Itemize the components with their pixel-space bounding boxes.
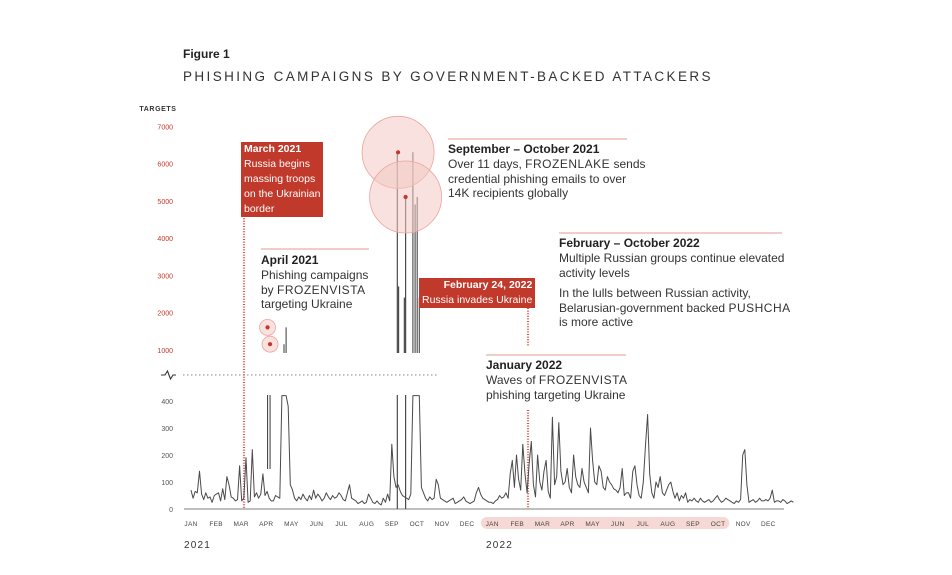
annotation-feb-oct-2022-title: February – October 2022 <box>559 236 700 250</box>
x-tick-label: JAN <box>486 521 499 528</box>
y-axis-label: TARGETS <box>139 106 176 113</box>
x-tick-label: OCT <box>711 521 726 528</box>
x-tick-label: APR <box>259 521 273 528</box>
peak-dot <box>267 342 273 347</box>
y-tick-lower: 100 <box>161 480 173 487</box>
annotation-march-2021-line: border <box>241 202 324 217</box>
x-tick-label: OCT <box>410 521 425 528</box>
x-tick-label: SEP <box>385 521 399 528</box>
peak-dot <box>403 194 408 200</box>
actor-frozenlake: FROZENLAKE <box>525 157 611 171</box>
y-tick-upper: 5000 <box>157 199 173 206</box>
annotation-feb-oct-2022-line: Multiple Russian groups continue elevate… <box>559 251 785 265</box>
highlight-period <box>480 517 730 529</box>
annotation-feb-oct-2022-line: activity levels <box>559 265 630 280</box>
x-tick-label: APR <box>560 521 574 528</box>
y-tick-upper: 2000 <box>157 311 173 318</box>
annotation-march-2021: March 2021 Russia begins massing troops … <box>241 142 324 217</box>
annotation-march-2021-title: March 2021 <box>241 142 324 157</box>
x-year-label: 2021 <box>184 540 211 551</box>
x-tick-label: AUG <box>660 521 675 528</box>
annotation-april-2021-text: Phishing campaigns by FROZENVISTA target… <box>261 268 368 312</box>
annotation-april-2021-line: Phishing campaigns <box>261 268 369 282</box>
figure-label: Figure 1 <box>183 47 230 61</box>
x-tick-label: MAR <box>535 521 550 528</box>
figure-title: PHISHING CAMPAIGNS BY GOVERNMENT-BACKED … <box>183 69 713 84</box>
annotation-jan-2022-line: Waves of FROZENVISTA <box>486 373 628 387</box>
annotation-feb-oct-2022-line: is more active <box>559 315 634 329</box>
y-tick-upper: 7000 <box>157 124 173 131</box>
annotation-jan-2022-title: January 2022 <box>486 358 563 372</box>
x-year-label: 2022 <box>486 540 513 551</box>
x-tick-label: JUN <box>611 521 625 528</box>
actor-frozenvista: FROZENVISTA <box>277 282 366 297</box>
series-line-lower <box>190 395 794 506</box>
y-tick-lower: 200 <box>161 453 173 460</box>
y-tick-lower: 0 <box>169 507 173 514</box>
x-tick-label: JUN <box>310 521 324 528</box>
annotation-april-2021-title: April 2021 <box>261 253 319 267</box>
actor-frozenvista: FROZENVISTA <box>538 373 628 387</box>
y-tick-lower: 300 <box>161 426 173 433</box>
x-tick-label: MAY <box>284 521 299 528</box>
y-tick-upper: 1000 <box>157 348 173 355</box>
annotation-april-2021-line: targeting Ukraine <box>261 297 353 311</box>
annotation-march-2021-line: Russia begins <box>241 157 324 172</box>
y-tick-lower: 400 <box>161 399 173 406</box>
x-tick-label: SEP <box>686 521 700 528</box>
annotation-april-2021-line: by FROZENVISTA <box>261 282 366 297</box>
peak-dot <box>395 150 401 155</box>
annotation-march-2021-line: on the Ukrainian <box>241 187 324 202</box>
x-tick-label: DEC <box>761 521 776 528</box>
annotation-feb-oct-2022-line: In the lulls between Russian activity, <box>559 286 751 300</box>
x-tick-label: JUL <box>637 521 650 528</box>
x-tick-label: AUG <box>359 521 374 528</box>
annotation-sepoct-2021-text: Over 11 days, FROZENLAKE sends credentia… <box>448 157 646 201</box>
annotation-sepoct-2021-title: September – October 2021 <box>448 142 600 156</box>
y-tick-upper: 4000 <box>157 236 173 243</box>
x-tick-label: NOV <box>435 521 450 528</box>
x-tick-label: JAN <box>184 521 197 528</box>
annotation-sepoct-2021-line: 14K recipients globally <box>448 186 569 200</box>
actor-pushcha: PUSHCHA <box>728 300 791 315</box>
annotation-feb-oct-2022-text: Multiple Russian groups continue elevate… <box>559 251 791 330</box>
annotation-jan-2022-text: Waves of FROZENVISTA phishing targeting … <box>486 373 628 402</box>
annotation-feb-24-2022: February 24, 2022 Russia invades Ukraine <box>419 278 536 308</box>
x-tick-label: FEB <box>209 521 223 528</box>
x-tick-label: FEB <box>511 521 525 528</box>
x-tick-label: MAR <box>234 521 249 528</box>
axis-break-icon <box>161 369 176 381</box>
annotation-march-2021-line: massing troops <box>241 172 324 187</box>
annotation-jan-2022-line: phishing targeting Ukraine <box>486 387 626 402</box>
y-tick-upper: 6000 <box>157 162 173 169</box>
x-tick-label: MAY <box>585 521 600 528</box>
annotation-feb-oct-2022-line: Belarusian-government backed PUSHCHA <box>559 300 791 315</box>
annotation-feb-24-2022-title: February 24, 2022 <box>419 278 536 293</box>
x-tick-label: NOV <box>736 521 751 528</box>
x-tick-label: DEC <box>460 521 475 528</box>
annotation-sepoct-2021-line: Over 11 days, FROZENLAKE sends <box>448 157 646 171</box>
x-tick-label: JUL <box>335 521 348 528</box>
annotation-feb-24-2022-text: Russia invades Ukraine <box>419 293 536 308</box>
annotation-sepoct-2021-line: credential phishing emails to over <box>448 171 627 186</box>
peak-dot <box>265 325 270 330</box>
y-tick-upper: 3000 <box>157 273 173 280</box>
